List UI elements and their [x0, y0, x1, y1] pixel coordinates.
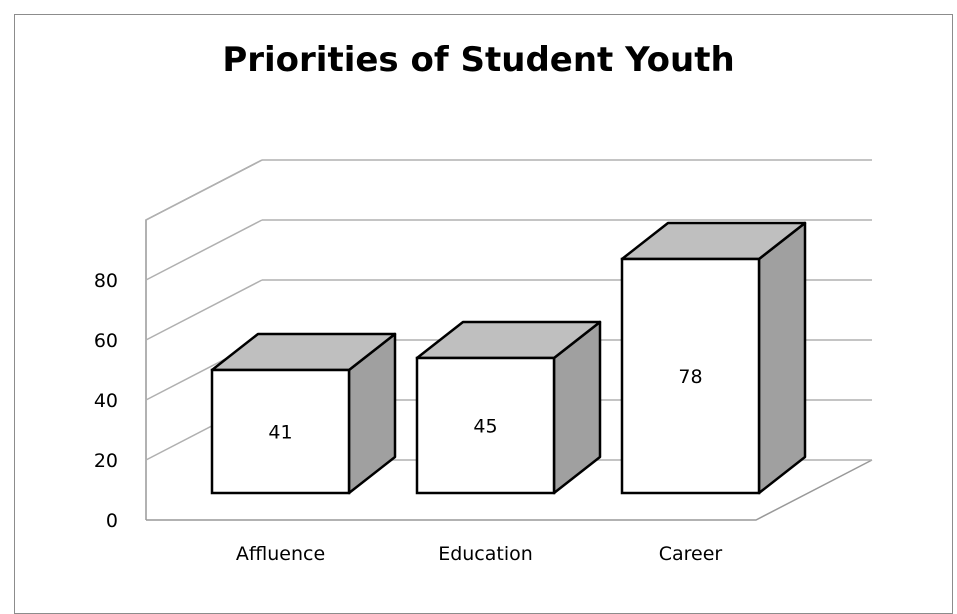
floor-outline: [146, 459, 873, 521]
x-category-label: Education: [438, 543, 533, 565]
data-label: 45: [473, 416, 497, 438]
chart-plot-area: 0 20 40 60 80 41 45 78 Affluence Education Caree…: [94, 159, 873, 565]
bar-front-face: [210, 368, 351, 495]
chart-bars: 41 45 78: [210, 221, 807, 495]
x-category-label: Career: [659, 543, 723, 565]
chart-title: Priorities of Student Youth: [222, 40, 735, 80]
y-tick-label: 40: [94, 390, 118, 412]
data-label: 78: [678, 366, 702, 388]
y-tick-label: 80: [94, 270, 118, 292]
gridline-side-80: [145, 219, 263, 281]
bar-career: 78: [620, 221, 807, 495]
bar-front-face: [415, 356, 556, 495]
bar-side-face: [757, 221, 807, 495]
y-tick-label: 20: [94, 450, 118, 472]
bar-affluence: 41: [210, 332, 397, 495]
y-tick-label: 0: [106, 510, 118, 532]
gridline-side-60: [145, 279, 263, 341]
y-tick-label: 60: [94, 330, 118, 352]
x-axis-category-labels: Affluence Education Career: [236, 543, 723, 565]
x-category-label: Affluence: [236, 543, 325, 565]
data-label: 41: [268, 422, 292, 444]
bar-education: 45: [415, 320, 602, 495]
y-axis-tick-labels: 0 20 40 60 80: [94, 270, 118, 532]
gridline-side-100: [145, 159, 263, 221]
bar-front-face: [620, 257, 761, 495]
